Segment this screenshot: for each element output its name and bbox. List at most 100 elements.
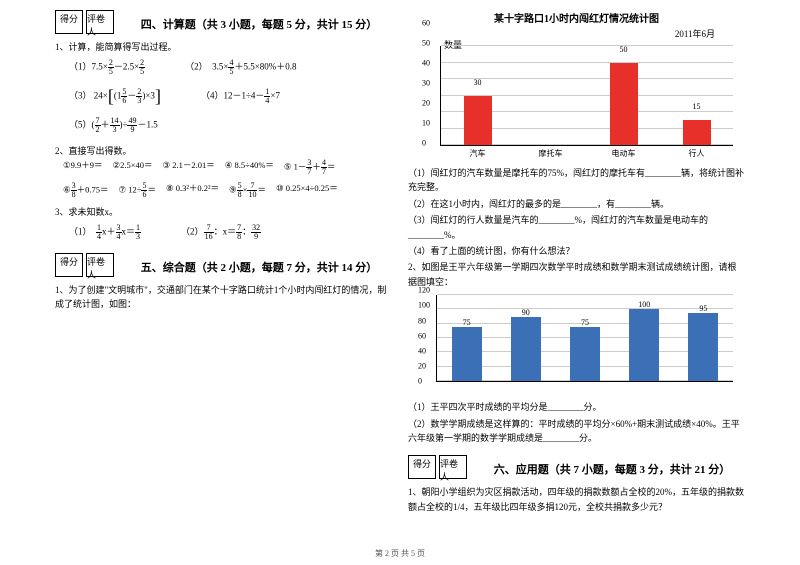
r-q1b: （2）在这1小时内，闯红灯的最多的是________，有________辆。 <box>408 197 745 211</box>
ytick: 50 <box>422 38 430 47</box>
i2: ②2.5×40＝ <box>113 159 153 176</box>
q5-1: 1、为了创建"文明城市"，交通部门在某个十字路口统计1个小时内闯红灯的情况，制成… <box>55 283 392 312</box>
q4-2: 2、直接写出得数。 <box>55 144 392 157</box>
bar <box>629 309 659 381</box>
bar <box>511 317 541 382</box>
ytick: 0 <box>422 138 426 147</box>
bar-value: 100 <box>629 300 659 309</box>
bar <box>610 63 638 146</box>
t: ＋ <box>312 161 321 171</box>
bar-value: 75 <box>570 318 600 327</box>
q4-1-row3: （5）(72＋143)÷499－1.5 <box>69 117 392 134</box>
chart2-plot: 75 90 75 100 95 <box>436 295 733 382</box>
bar-value: 75 <box>452 318 482 327</box>
ytick: 30 <box>422 78 430 87</box>
ytick: 120 <box>418 286 430 295</box>
t: ⑨ <box>229 184 237 194</box>
section-5-header: 得分 评卷人 五、综合题（共 2 小题，每题 7 分，共计 14 分） <box>55 253 392 277</box>
score-boxes-5: 得分 评卷人 <box>55 253 114 277</box>
ytick: 0 <box>418 377 422 386</box>
right-column: 某十字路口1小时内闯红灯情况统计图 2011年6月 数量 30汽车摩托车50电动… <box>408 10 745 516</box>
t: （4）12－1÷4－ <box>201 91 264 101</box>
t: ＋0.75＝ <box>77 184 109 194</box>
r-q1d: （4）看了上面的统计图，你有什么想法？ <box>408 244 745 258</box>
q5-2: 2、如图是王平六年级第一学期四次数学平时成绩和数学期末测试成绩统计图，请根据图填… <box>408 260 745 289</box>
t: （5） <box>69 120 92 130</box>
t: ：x＝ <box>214 227 237 237</box>
chart1-title: 某十字路口1小时内闯红灯情况统计图 <box>408 10 745 25</box>
q4-3-row: （1） 14x＋34x＝13 （2）716：x＝78：329 <box>69 224 392 241</box>
i6: ⑥38＋0.75＝ <box>63 182 109 199</box>
q4-1-row2: （3） 24×[(156－23)×3] （4）12－1÷4－14×7 <box>69 86 392 107</box>
expr-3: （3） 24×[(156－23)×3] <box>69 86 161 107</box>
section-6-title: 六、应用题（共 7 小题，每题 3 分，共计 21 分） <box>479 461 745 479</box>
ytick: 10 <box>422 118 430 127</box>
ytick: 40 <box>418 346 426 355</box>
ytick: 60 <box>422 18 430 27</box>
r-q1c: （3）闯红灯的行人数量是汽车的________%，闯红灯的汽车数量是电动车的__… <box>408 213 745 242</box>
grader-box: 评卷人 <box>439 455 467 479</box>
bar <box>570 327 600 381</box>
expr-1: （1）7.5×25－2.5×25 <box>69 59 145 76</box>
i3: ③ 2.1－2.01＝ <box>163 159 215 176</box>
section-5-title: 五、综合题（共 2 小题，每题 7 分，共计 14 分） <box>126 259 392 277</box>
t: （1）7.5× <box>69 62 108 72</box>
q6-1: 1、朝阳小学组织为灾区捐款活动，四年级的捐款数额占全校的20%，五年级的捐款数额… <box>408 485 745 514</box>
t: （1） <box>69 227 96 237</box>
r-q1a: （1）闯红灯的汽车数量是摩托车的75%，闯红灯的摩托车有________辆，将统… <box>408 166 745 195</box>
i7: ⑦ 12÷56＝ <box>119 182 156 199</box>
q4-3: 3、求未知数x。 <box>55 205 392 218</box>
t: ＝ <box>257 184 266 194</box>
i9: ⑨58×710＝ <box>229 182 266 199</box>
ytick: 20 <box>422 98 430 107</box>
q4-2-items-2: ⑥38＋0.75＝ ⑦ 12÷56＝ ⑧ 0.3²＋0.2²＝ ⑨58×710＝… <box>63 182 392 199</box>
bar <box>452 327 482 381</box>
score-boxes: 得分 评卷人 <box>55 10 114 34</box>
ytick: 80 <box>418 316 426 325</box>
i8: ⑧ 0.3²＋0.2²＝ <box>166 182 219 199</box>
chart2: 75907510095 020406080100120 <box>414 291 739 396</box>
grader-box: 评卷人 <box>86 253 114 277</box>
ytick: 100 <box>418 301 430 310</box>
t: ⑦ 12÷ <box>119 184 142 194</box>
eq2: （2）716：x＝78：329 <box>181 224 261 241</box>
expr-2: （2） 3.5×45＋5.5×80%＋0.8 <box>185 59 296 76</box>
left-column: 得分 评卷人 四、计算题（共 3 小题，每题 5 分，共计 15 分） 1、计算… <box>55 10 392 516</box>
ytick: 60 <box>418 331 426 340</box>
ytick: 20 <box>418 362 426 371</box>
q4-2-items: ①9.9＋9＝ ②2.5×40＝ ③ 2.1－2.01＝ ④ 8.5÷40%＝ … <box>63 159 392 176</box>
t: ＝ <box>327 161 336 171</box>
t: ＝ <box>147 184 156 194</box>
bar-value: 90 <box>511 308 541 317</box>
i4: ④ 8.5÷40%＝ <box>225 159 274 176</box>
t: x＋ <box>102 227 116 237</box>
bar <box>464 96 492 146</box>
expr-4: （4）12－1÷4－14×7 <box>201 88 280 105</box>
bar-value: 15 <box>683 102 711 111</box>
chart1-plot: 30汽车摩托车50电动车15行人 <box>440 46 733 146</box>
i10: ⑩ 0.25×4÷0.25＝ <box>276 182 338 199</box>
score-box: 得分 <box>408 455 436 479</box>
t: ： <box>242 227 251 237</box>
t: ×7 <box>270 91 280 101</box>
q5-2b: （2）数学学期成绩是这样算的：平时成绩的平均分×60%+期末测试成绩×40%。王… <box>408 417 745 446</box>
xtick: 电动车 <box>612 148 636 159</box>
section-4-header: 得分 评卷人 四、计算题（共 3 小题，每题 5 分，共计 15 分） <box>55 10 392 34</box>
bar-value: 30 <box>464 78 492 87</box>
t: ×3 <box>145 91 155 101</box>
bar-value: 50 <box>610 45 638 54</box>
t: －2.5× <box>114 62 139 72</box>
t: ⑤ 1－ <box>284 161 307 171</box>
score-box: 得分 <box>55 10 83 34</box>
bar <box>688 313 718 381</box>
xtick: 行人 <box>689 148 705 159</box>
t: （3） <box>69 91 92 101</box>
grader-box: 评卷人 <box>86 10 114 34</box>
section-4-title: 四、计算题（共 3 小题，每题 5 分，共计 15 分） <box>126 16 392 34</box>
t: （2） 3.5× <box>185 62 228 72</box>
score-box: 得分 <box>55 253 83 277</box>
bar-value: 95 <box>688 304 718 313</box>
t: ＋5.5×80%＋0.8 <box>234 62 296 72</box>
t: x＝ <box>122 227 136 237</box>
t: －1.5 <box>137 120 157 130</box>
